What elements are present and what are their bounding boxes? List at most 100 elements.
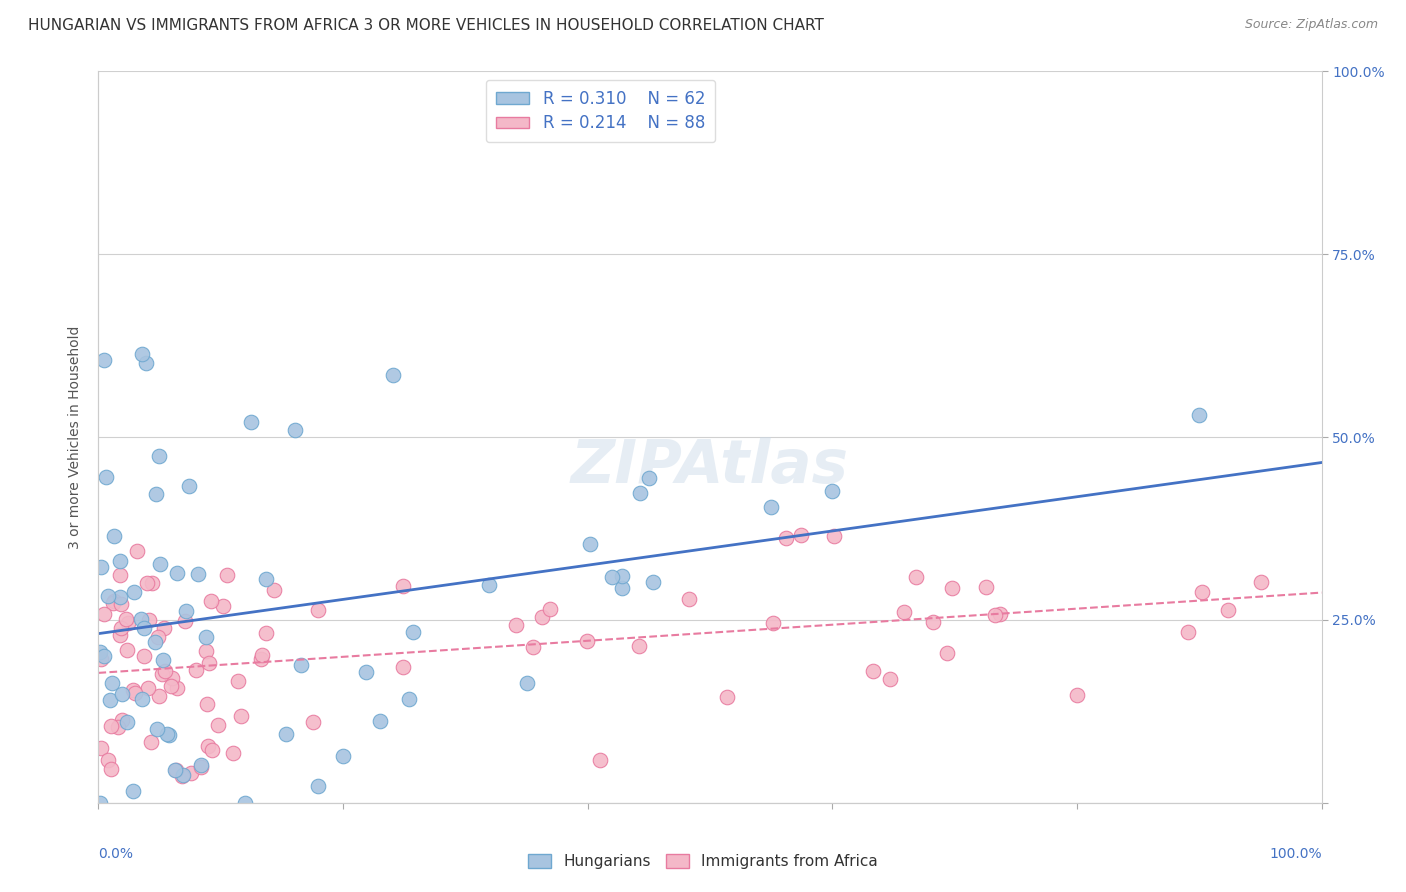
Point [131,691,153,706]
Point [505,617,527,632]
Point [589,753,612,767]
Text: 100.0%: 100.0% [1270,847,1322,861]
Point [122,682,145,697]
Point [921,615,943,630]
Point [392,579,415,593]
Legend: Hungarians, Immigrants from Africa: Hungarians, Immigrants from Africa [522,848,884,875]
Point [392,659,415,673]
Point [173,615,195,629]
Point [226,674,249,689]
Point [165,764,187,778]
Point [148,630,170,644]
Point [821,484,844,499]
Point [138,614,160,628]
Point [141,575,163,590]
Point [879,672,901,686]
Point [187,566,209,581]
Point [93,649,115,664]
Point [115,642,138,657]
Point [145,487,167,501]
Point [148,689,170,703]
Point [90,741,112,756]
Point [627,640,650,654]
Point [531,610,554,624]
Point [165,763,187,777]
Point [110,621,132,635]
Point [184,663,207,677]
Text: 0.0%: 0.0% [98,847,134,861]
Point [207,718,229,732]
Point [98,693,121,707]
Point [516,676,538,690]
Point [166,681,188,695]
Point [200,743,222,757]
Point [197,739,219,753]
Point [101,595,124,609]
Point [100,762,122,776]
Point [988,607,1011,622]
Point [152,666,174,681]
Point [110,597,132,611]
Point [368,714,391,728]
Point [114,612,136,626]
Point [233,796,256,810]
Point [107,720,129,734]
Legend: R = 0.310    N = 62, R = 0.214    N = 88: R = 0.310 N = 62, R = 0.214 N = 88 [486,79,716,143]
Point [240,415,263,429]
Point [643,575,665,590]
Point [354,665,377,679]
Point [274,726,297,740]
Point [716,690,738,705]
Point [610,581,633,595]
Point [612,569,634,583]
Point [152,621,174,635]
Point [111,713,134,727]
Point [89,796,111,810]
Point [111,687,134,701]
Point [332,748,354,763]
Point [893,605,915,619]
Point [538,602,561,616]
Point [1188,408,1211,422]
Point [904,570,927,584]
Point [155,665,177,679]
Point [135,576,157,591]
Point [90,652,112,666]
Point [135,356,157,370]
Point [131,347,153,361]
Text: Source: ZipAtlas.com: Source: ZipAtlas.com [1244,18,1378,31]
Point [600,569,623,583]
Point [522,640,544,655]
Point [160,671,183,685]
Point [231,709,253,723]
Point [93,607,115,621]
Point [628,486,651,500]
Point [250,652,273,666]
Point [103,529,125,543]
Point [307,779,329,793]
Point [256,572,278,586]
Point [790,528,813,542]
Point [152,653,174,667]
Point [575,633,598,648]
Point [136,681,159,695]
Point [117,616,139,631]
Point [1191,585,1213,599]
Point [200,593,222,607]
Point [381,368,404,383]
Point [93,352,115,367]
Point [89,644,111,658]
Point [170,769,193,783]
Point [146,722,169,736]
Point [761,500,783,515]
Point [96,753,118,767]
Point [108,628,131,642]
Point [94,470,117,484]
Point [638,471,661,485]
Point [180,765,202,780]
Point [132,620,155,634]
Point [122,784,145,798]
Point [263,583,285,598]
Text: ZIPAtlas: ZIPAtlas [571,437,849,496]
Point [159,679,181,693]
